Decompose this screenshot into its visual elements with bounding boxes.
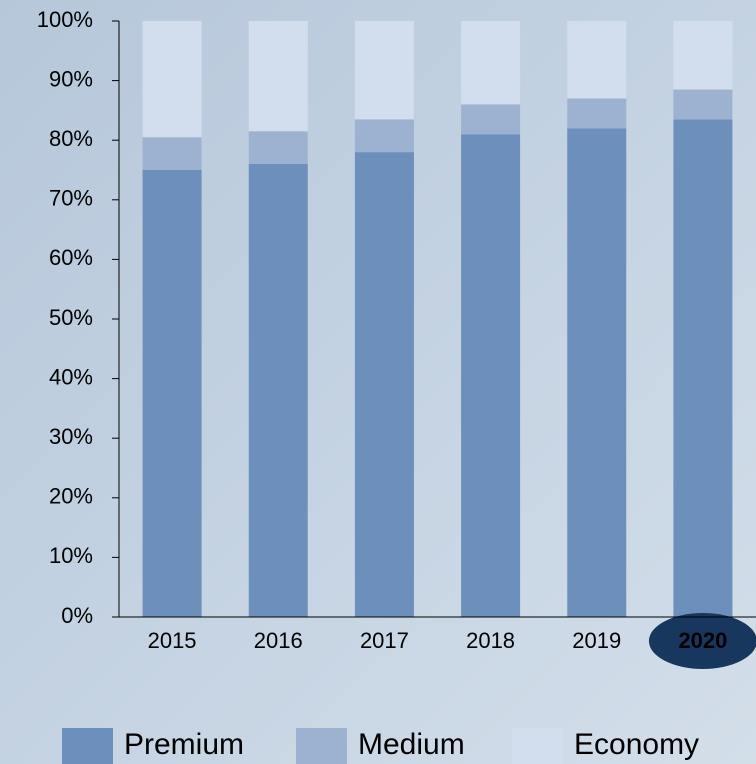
bar-segment [354,119,414,153]
bar-segment [567,21,627,99]
y-tick-label: 90% [49,66,93,91]
legend-swatch [296,728,347,764]
highlight-badge [648,613,756,669]
x-tick-label: 2017 [360,628,409,653]
y-tick-label: 0% [61,603,93,628]
x-tick-label: 2019 [572,628,621,653]
legend-swatch [512,728,563,764]
bar-segment [567,128,627,617]
y-tick-label: 20% [49,484,93,509]
bar-segment [673,21,733,90]
y-tick-label: 50% [49,305,93,330]
y-tick-label: 60% [49,245,93,270]
bar-segment [461,104,521,135]
bar-segment [248,164,308,618]
bar-segment [567,98,627,129]
x-tick-label: 2018 [466,628,515,653]
bar-segment [142,21,202,138]
y-tick-label: 30% [49,424,93,449]
x-tick-label: 2016 [254,628,303,653]
legend-swatch [62,728,113,764]
bar-segment [142,170,202,617]
y-tick-label: 10% [49,543,93,568]
y-tick-label: 80% [49,126,93,151]
y-tick-label: 40% [49,364,93,389]
legend-label: Economy [574,728,699,761]
y-tick-label: 100% [37,7,93,32]
bar-segment [461,21,521,105]
bar-segment [354,152,414,617]
x-tick-label: 2020 [678,628,727,653]
bar-segment [673,89,733,120]
bar-segment [354,21,414,120]
bar-segment [461,134,521,618]
legend-label: Medium [358,728,465,761]
x-tick-label: 2015 [148,628,197,653]
bar-segment [673,119,733,617]
bar-segment [142,137,202,170]
bar-segment [248,21,308,132]
bar-segment [248,131,308,165]
y-tick-label: 70% [49,186,93,211]
legend-label: Premium [124,728,244,761]
